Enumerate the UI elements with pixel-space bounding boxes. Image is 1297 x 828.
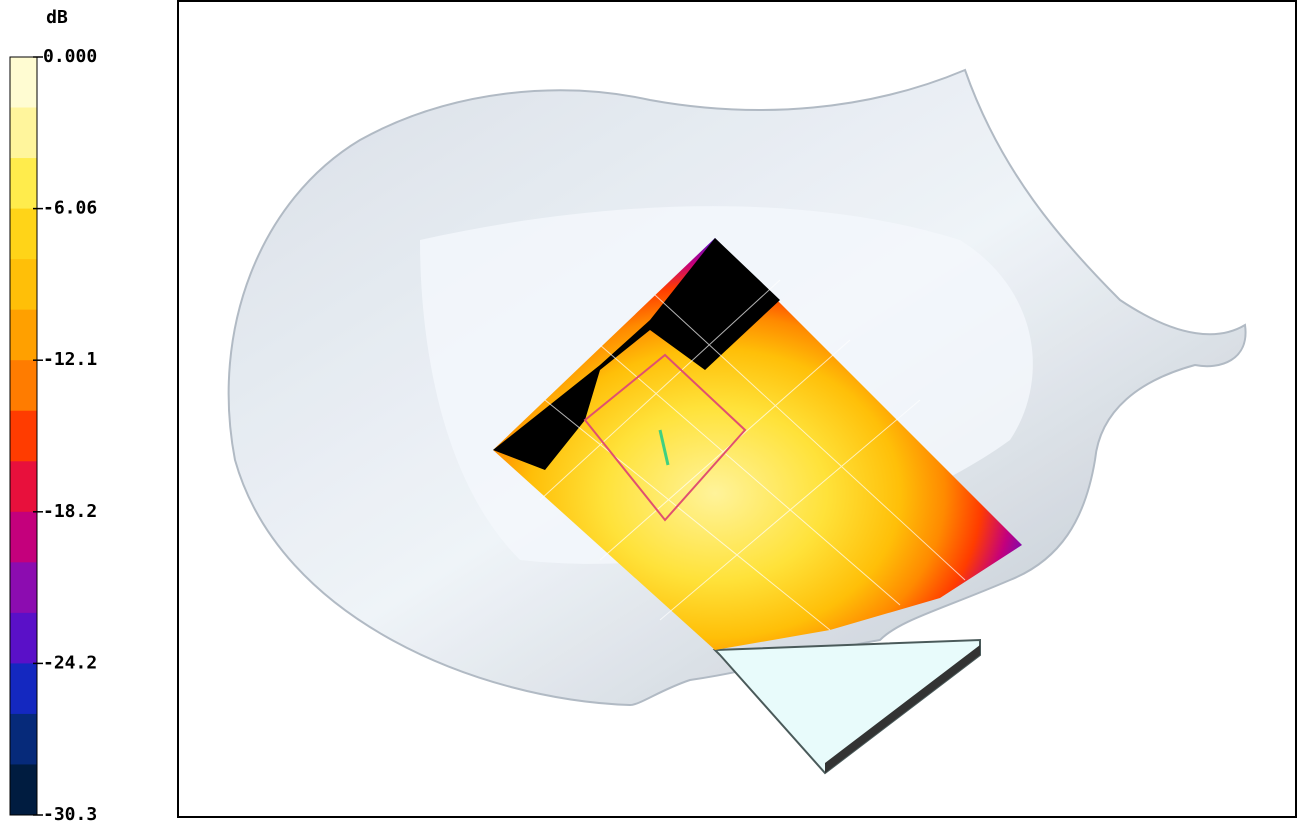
colorbar-frame bbox=[9, 56, 38, 816]
tick-label: 0.000 bbox=[43, 46, 97, 67]
color-band bbox=[10, 208, 37, 260]
color-band bbox=[10, 461, 37, 513]
color-band bbox=[10, 612, 37, 664]
color-band bbox=[10, 259, 37, 311]
color-band bbox=[10, 511, 37, 563]
color-band bbox=[10, 562, 37, 614]
color-band bbox=[10, 410, 37, 462]
color-band bbox=[10, 107, 37, 159]
tick-label: -30.3 bbox=[43, 804, 97, 825]
colorbar-unit: dB bbox=[46, 7, 68, 28]
color-band bbox=[10, 57, 37, 109]
color-band bbox=[10, 360, 37, 412]
tick-label: -6.06 bbox=[43, 198, 97, 219]
tick-label: -18.2 bbox=[43, 501, 97, 522]
tick-label: -24.2 bbox=[43, 652, 97, 673]
colorbar: dB 0.000 -6.06 -12.1 -18.2 -24.2 -30.3 bbox=[9, 7, 97, 825]
color-band bbox=[10, 713, 37, 765]
color-band bbox=[10, 309, 37, 361]
color-band bbox=[10, 764, 37, 816]
tick-label: -12.1 bbox=[43, 349, 97, 370]
color-band bbox=[10, 663, 37, 715]
scene bbox=[227, 68, 1247, 775]
color-band bbox=[10, 158, 37, 210]
